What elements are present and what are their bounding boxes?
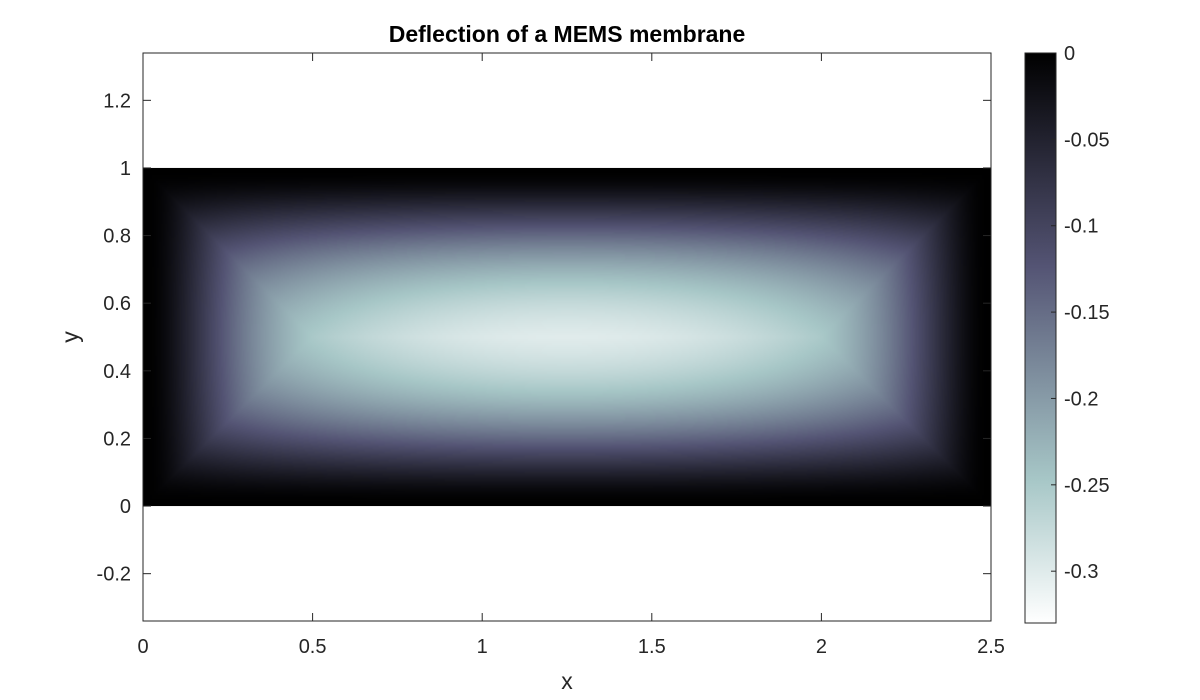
x-tick-label: 0 — [137, 636, 148, 658]
colorbar-tick-label: -0.3 — [1064, 561, 1098, 583]
y-tick-label: 0 — [120, 496, 131, 518]
colorbar-tick-label: -0.1 — [1064, 216, 1098, 238]
colorbar-tick-label: -0.15 — [1064, 302, 1110, 324]
colorbar-tick-label: 0 — [1064, 43, 1075, 65]
y-tick-labels: -0.2 0 0.2 0.4 0.6 0.8 1 1.2 — [97, 90, 131, 585]
y-tick-label: 0.4 — [103, 361, 131, 383]
colorbar-tick-label: -0.05 — [1064, 129, 1110, 151]
y-tick-label: -0.2 — [97, 564, 131, 586]
y-tick-label: 1.2 — [103, 90, 131, 112]
y-tick-label: 1 — [120, 158, 131, 180]
y-tick-label: 0.8 — [103, 226, 131, 248]
colorbar-ticks: 0 -0.05 -0.1 -0.15 -0.2 -0.25 -0.3 — [1051, 43, 1110, 583]
x-tick-label: 1.5 — [638, 636, 666, 658]
colorbar — [1024, 52, 1057, 624]
x-tick-label: 2 — [816, 636, 827, 658]
deflection-heatmap — [143, 167, 991, 507]
x-tick-label: 1 — [477, 636, 488, 658]
y-axis-label: y — [57, 331, 83, 343]
colorbar-tick-label: -0.2 — [1064, 388, 1098, 410]
x-tick-label: 2.5 — [977, 636, 1005, 658]
x-axis-label: x — [561, 668, 573, 694]
x-tick-labels: 0 0.5 1 1.5 2 2.5 — [137, 636, 1004, 658]
x-tick-label: 0.5 — [299, 636, 327, 658]
chart-title: Deflection of a MEMS membrane — [389, 21, 746, 47]
y-tick-label: 0.6 — [103, 293, 131, 315]
plot-frame — [142, 52, 992, 622]
y-tick-label: 0.2 — [103, 428, 131, 450]
colorbar-tick-label: -0.25 — [1064, 475, 1110, 497]
